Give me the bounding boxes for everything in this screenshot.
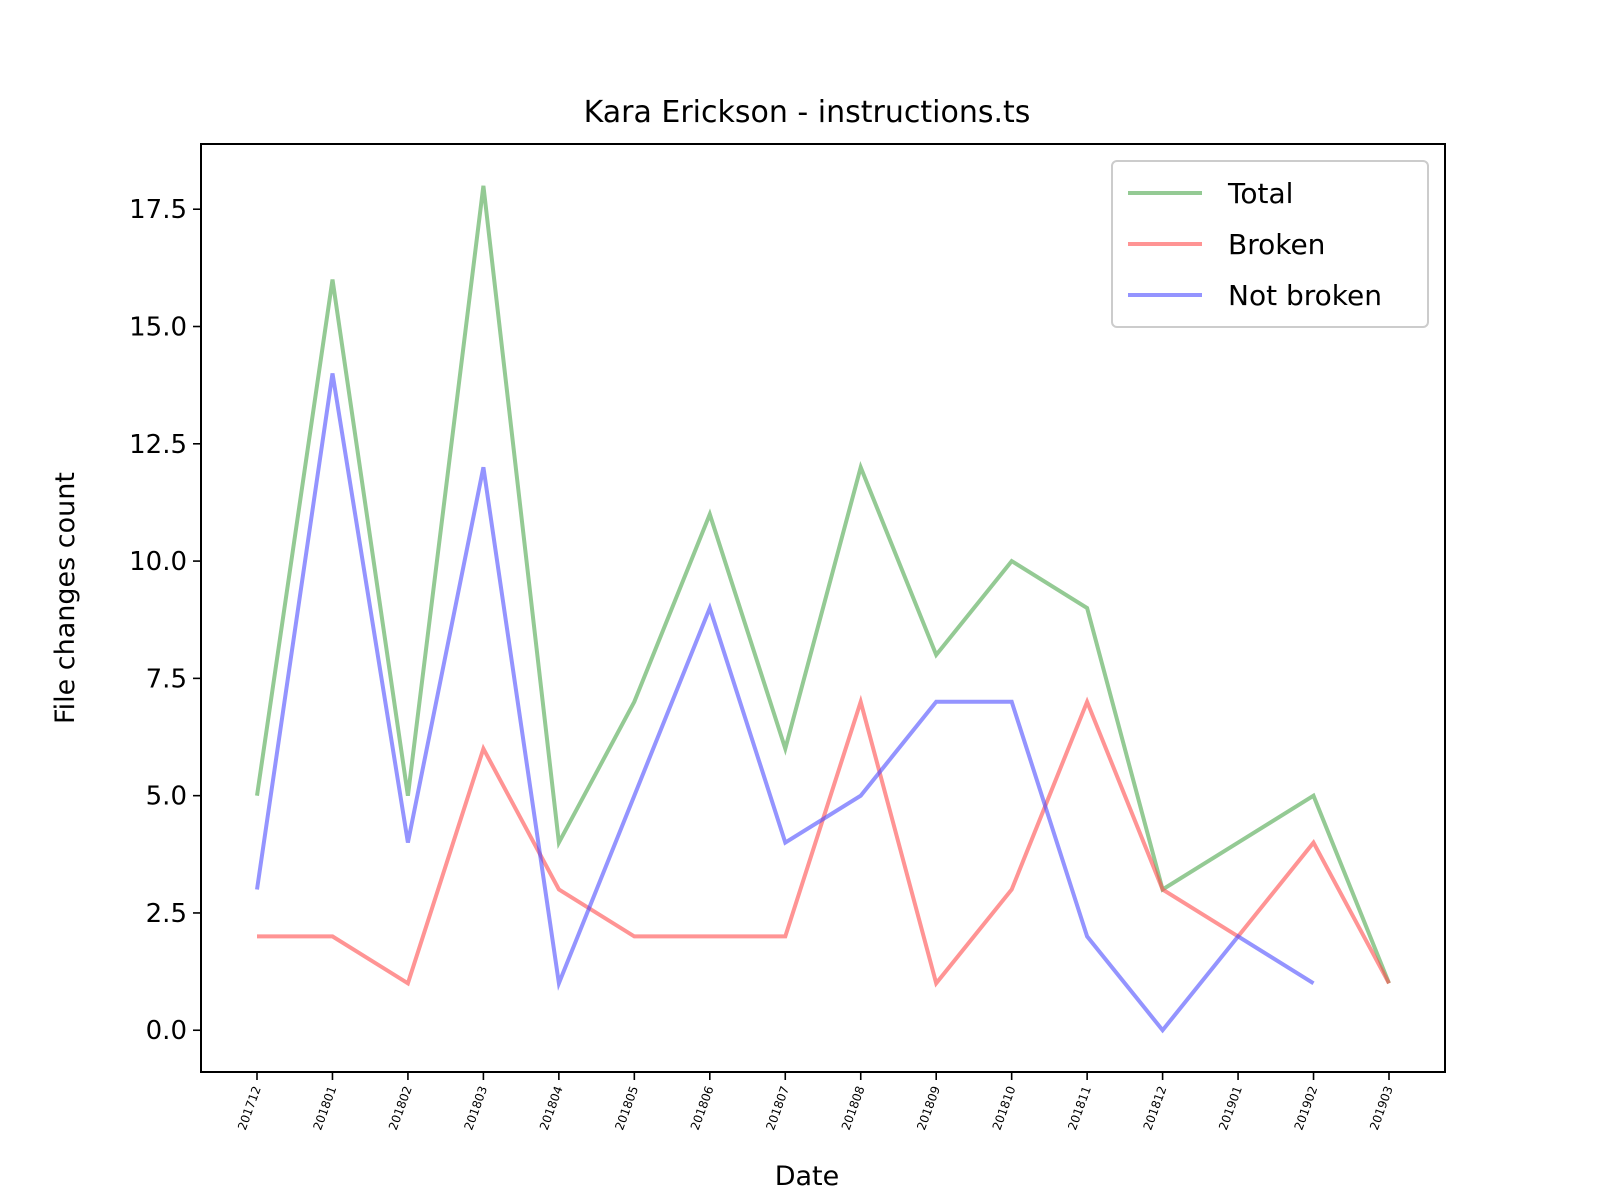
legend-label: Not broken	[1228, 279, 1382, 312]
y-tick-label: 7.5	[146, 664, 187, 694]
series-line-not-broken	[255, 373, 1315, 1034]
x-tick-label: 201712	[235, 1084, 264, 1132]
x-tick-label: 201902	[1292, 1084, 1321, 1132]
x-axis-label: Date	[775, 1161, 840, 1192]
legend: Total Broken Not broken	[1111, 160, 1429, 328]
series-line-total	[255, 185, 1391, 985]
legend-label: Total	[1227, 177, 1293, 210]
x-tick-label: 201812	[1141, 1084, 1170, 1132]
x-tick-label: 201808	[839, 1084, 868, 1132]
x-tick-label: 201810	[990, 1084, 1019, 1132]
y-axis-label-group: File changes count	[50, 472, 81, 724]
y-tick-label: 5.0	[146, 782, 187, 812]
x-tick-label: 201903	[1367, 1084, 1396, 1132]
y-axis-ticks: 0.0 2.5 5.0 7.5 10.0 12.5 15.0 17.5	[129, 195, 201, 1046]
y-tick-label: 12.5	[129, 430, 187, 460]
y-tick-label: 17.5	[129, 195, 187, 225]
x-tick-label: 201807	[763, 1084, 792, 1132]
legend-label: Broken	[1228, 228, 1325, 261]
y-tick-label: 2.5	[146, 899, 187, 929]
y-tick-label: 0.0	[146, 1016, 187, 1046]
plot-frame	[200, 143, 1446, 1073]
x-tick-label: 201811	[1065, 1084, 1094, 1132]
x-tick-label: 201901	[1216, 1084, 1245, 1132]
x-tick-label: 201809	[914, 1084, 943, 1132]
x-tick-label: 201803	[461, 1084, 490, 1132]
legend-box	[1111, 160, 1429, 328]
x-tick-label: 201806	[688, 1084, 717, 1132]
x-tick-label: 201805	[612, 1084, 641, 1132]
x-tick-label: 201804	[537, 1084, 566, 1132]
chart-title: Kara Erickson - instructions.ts	[584, 95, 1031, 130]
x-axis-ticks: 201712 201801 201802 201803 201804 201805 2018…	[235, 1072, 1396, 1132]
y-tick-label: 10.0	[129, 547, 187, 577]
x-tick-label: 201801	[310, 1084, 339, 1132]
x-tick-label: 201802	[386, 1084, 415, 1132]
y-axis-label: File changes count	[50, 472, 81, 724]
y-tick-label: 15.0	[129, 313, 187, 343]
series-layer	[255, 185, 1391, 1034]
